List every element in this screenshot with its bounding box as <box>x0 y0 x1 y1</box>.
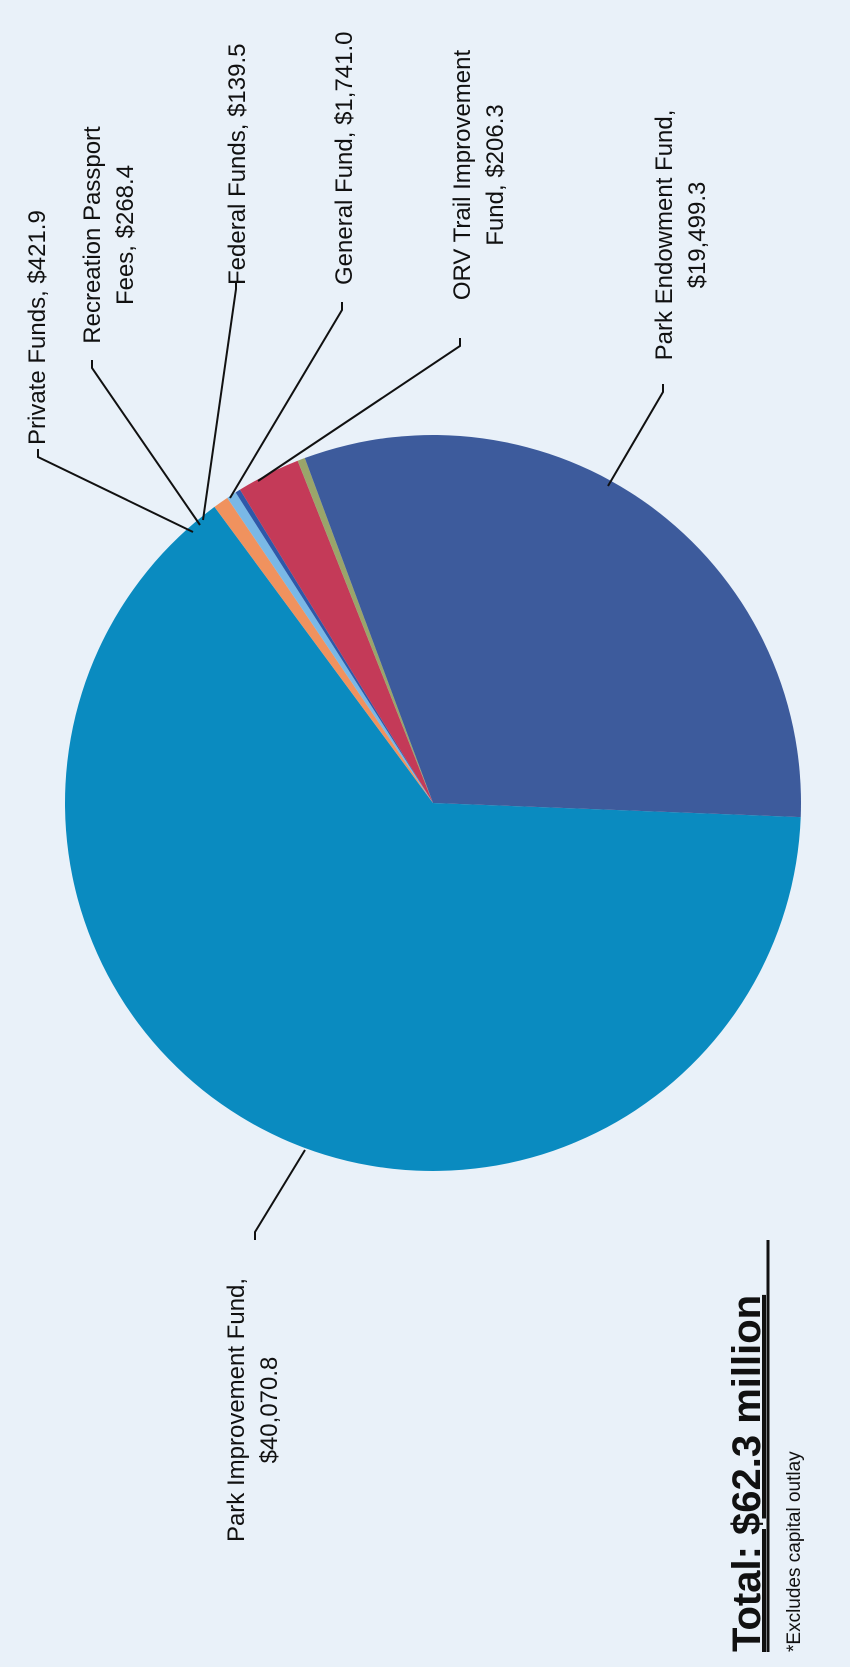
label-general-fund: General Fund, $1,741.0 <box>331 31 358 285</box>
slice-park-improvement <box>65 506 801 1171</box>
slice-orv-trail <box>297 458 433 803</box>
total-label: Total: $62.3 million <box>725 1295 769 1652</box>
leader-federal-funds <box>202 282 237 521</box>
slice-federal-funds <box>235 489 433 803</box>
label-park-improvement-line2: $40,070.8 <box>256 1357 283 1464</box>
pie-slices <box>65 434 802 1171</box>
slice-labels: Private Funds, $421.9 Recreation Passpor… <box>24 31 711 1542</box>
leader-park-improvement <box>254 1149 306 1240</box>
slice-general-fund <box>239 460 433 803</box>
label-orv-trail-line1: ORV Trail Improvement <box>449 50 476 301</box>
leader-orv-trail <box>257 338 461 482</box>
leader-park-endowment <box>607 384 664 487</box>
leader-lines <box>37 282 664 1240</box>
label-recreation-passport-line1: Recreation Passport <box>79 126 106 344</box>
label-orv-trail-line2: Fund, $206.3 <box>482 104 509 245</box>
label-private-funds: Private Funds, $421.9 <box>24 210 51 445</box>
footnote: *Excludes capital outlay <box>784 1451 805 1652</box>
label-park-endowment-line1: Park Endowment Fund, <box>651 110 678 361</box>
slice-private-funds <box>214 497 433 803</box>
leader-general-fund <box>229 302 343 499</box>
slice-park-endowment <box>304 434 802 818</box>
leader-private-funds <box>37 449 194 533</box>
label-park-endowment-line2: $19,499.3 <box>684 182 711 289</box>
label-federal-funds: Federal Funds, $139.5 <box>224 44 251 286</box>
label-park-improvement-line1: Park Improvement Fund, <box>223 1278 250 1542</box>
label-recreation-passport-line2: Fees, $268.4 <box>112 165 139 305</box>
slice-recreation-passport <box>227 492 433 803</box>
leader-recreation-passport <box>91 360 201 526</box>
